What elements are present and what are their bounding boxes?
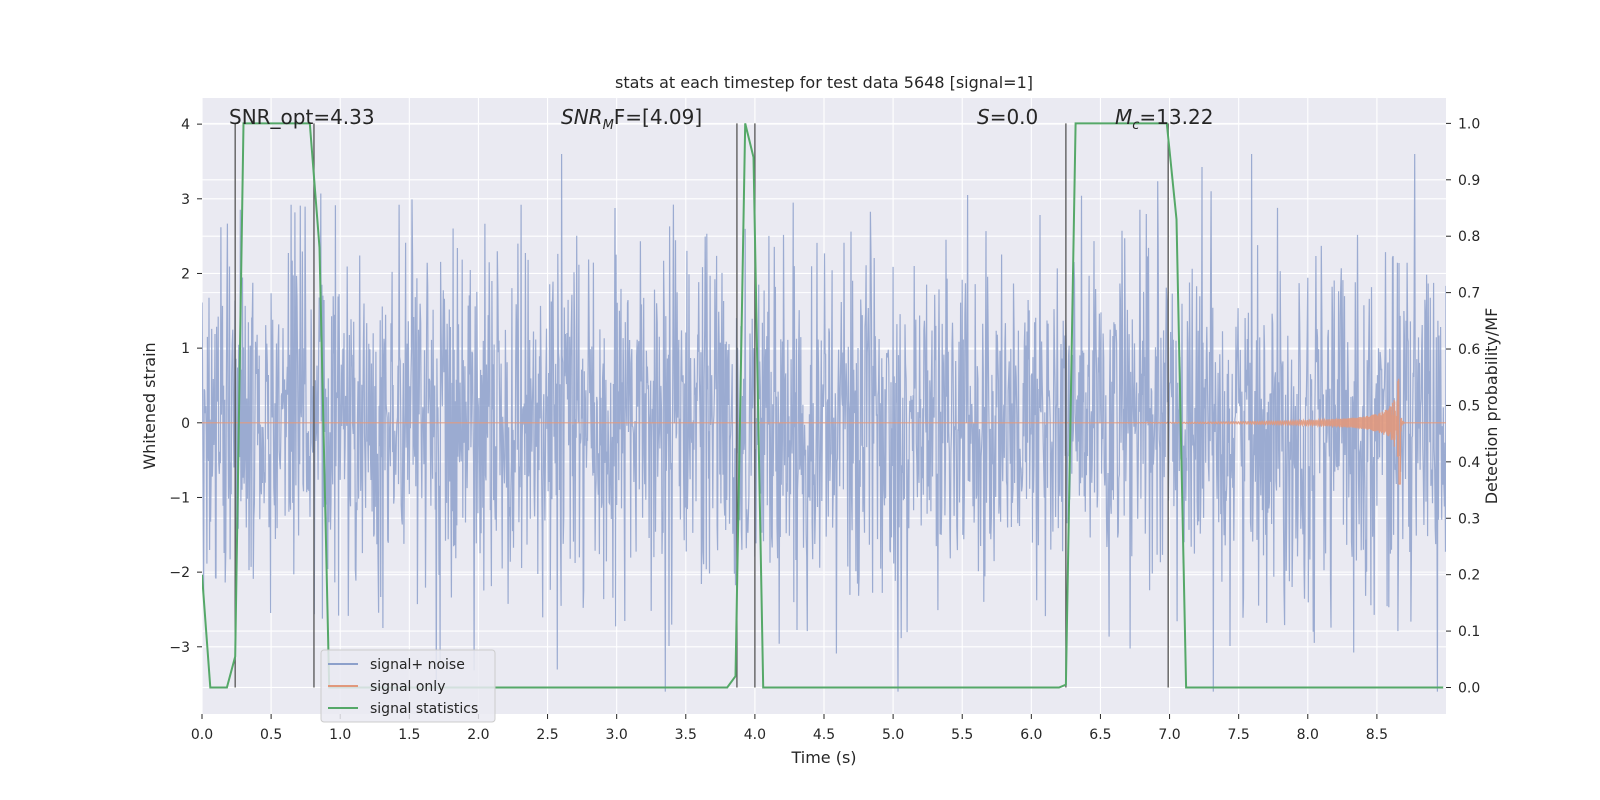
y-left-tick-label-4: 1 (181, 341, 190, 357)
y-left-tick-label-3: 0 (181, 416, 190, 432)
chirp-series (202, 378, 1446, 485)
x-axis-label: Time (s) (790, 748, 856, 767)
x-tick-label-14: 7.0 (1158, 727, 1180, 743)
statistics-series (202, 122, 1444, 689)
y-left-tick-label-5: 2 (181, 266, 190, 282)
x-tick-label-4: 2.0 (467, 727, 489, 743)
y-left-tick-label-6: 3 (181, 192, 190, 208)
legend-label-noise: signal+ noise (370, 657, 465, 673)
annotation-snr-mf: SNRMF=[4.09] (561, 105, 702, 133)
legend: signal+ noise signal only signal statist… (320, 649, 496, 723)
y-right-tick-label-9: 0.9 (1458, 173, 1480, 189)
x-tick-label-1: 0.5 (260, 727, 282, 743)
y-right-tick-label-4: 0.4 (1458, 455, 1480, 471)
data-layer (202, 122, 1446, 692)
x-axis-ticks: 0.0 0.5 1.0 1.5 2.0 2.5 3.0 3.5 4.0 4.5 5.0 5.5 6.0 6… (191, 714, 1388, 743)
x-tick-label-5: 2.5 (536, 727, 558, 743)
y-axis-right-label: Detection probability/MF (1482, 308, 1501, 505)
y-right-tick-label-7: 0.7 (1458, 286, 1480, 302)
s-main: S (977, 105, 990, 129)
y-left-tick-label-1: −2 (169, 565, 190, 581)
y-right-tick-label-2: 0.2 (1458, 568, 1480, 584)
x-tick-label-10: 5.0 (882, 727, 904, 743)
x-tick-label-11: 5.5 (951, 727, 973, 743)
snr-mf-tail: F=[4.09] (614, 105, 702, 129)
legend-box (320, 649, 496, 723)
mc-tail: =13.22 (1139, 105, 1213, 129)
mc-sub: c (1132, 118, 1139, 133)
x-tick-label-3: 1.5 (398, 727, 420, 743)
annotation-mc: Mc=13.22 (1115, 105, 1213, 133)
x-tick-label-17: 8.5 (1366, 727, 1388, 743)
x-tick-label-8: 4.0 (744, 727, 766, 743)
x-tick-label-2: 1.0 (329, 727, 351, 743)
y-right-tick-label-5: 0.5 (1458, 398, 1480, 414)
chart-title: stats at each timestep for test data 564… (615, 73, 1033, 92)
y-left-tick-label-2: −1 (169, 490, 190, 506)
x-tick-label-13: 6.5 (1089, 727, 1111, 743)
mc-main: M (1115, 105, 1132, 129)
x-tick-label-0: 0.0 (191, 727, 213, 743)
y-axis-right-ticks: 0.0 0.1 0.2 0.3 0.4 0.5 0.6 0.7 0.8 0.9 1.0 (1446, 116, 1480, 696)
y-axis-left-label: Whitened strain (140, 342, 159, 469)
x-tick-label-6: 3.0 (606, 727, 628, 743)
x-tick-label-16: 8.0 (1297, 727, 1319, 743)
y-axis-left-ticks: −3 −2 −1 0 1 2 3 4 (169, 117, 202, 656)
y-left-tick-label-0: −3 (169, 640, 190, 656)
y-right-tick-label-8: 0.8 (1458, 229, 1480, 245)
snr-mf-main: SNR (561, 105, 603, 129)
legend-label-statistics: signal statistics (370, 701, 478, 717)
x-tick-label-9: 4.5 (813, 727, 835, 743)
y-right-tick-label-3: 0.3 (1458, 511, 1480, 527)
s-tail: =0.0 (990, 105, 1039, 129)
annotation-snr-opt: SNR_opt=4.33 (229, 105, 375, 129)
annotation-s: S=0.0 (977, 105, 1038, 129)
y-right-tick-label-0: 0.0 (1458, 680, 1480, 696)
y-left-tick-label-7: 4 (181, 117, 190, 133)
x-tick-label-12: 6.0 (1020, 727, 1042, 743)
y-right-tick-label-1: 0.1 (1458, 624, 1480, 640)
snr-mf-sub: M (603, 118, 614, 133)
y-right-tick-label-10: 1.0 (1458, 116, 1480, 132)
x-tick-label-7: 3.5 (675, 727, 697, 743)
legend-label-signal: signal only (370, 679, 445, 695)
x-tick-label-15: 7.5 (1228, 727, 1250, 743)
noise-series (202, 153, 1446, 692)
y-right-tick-label-6: 0.6 (1458, 342, 1480, 358)
